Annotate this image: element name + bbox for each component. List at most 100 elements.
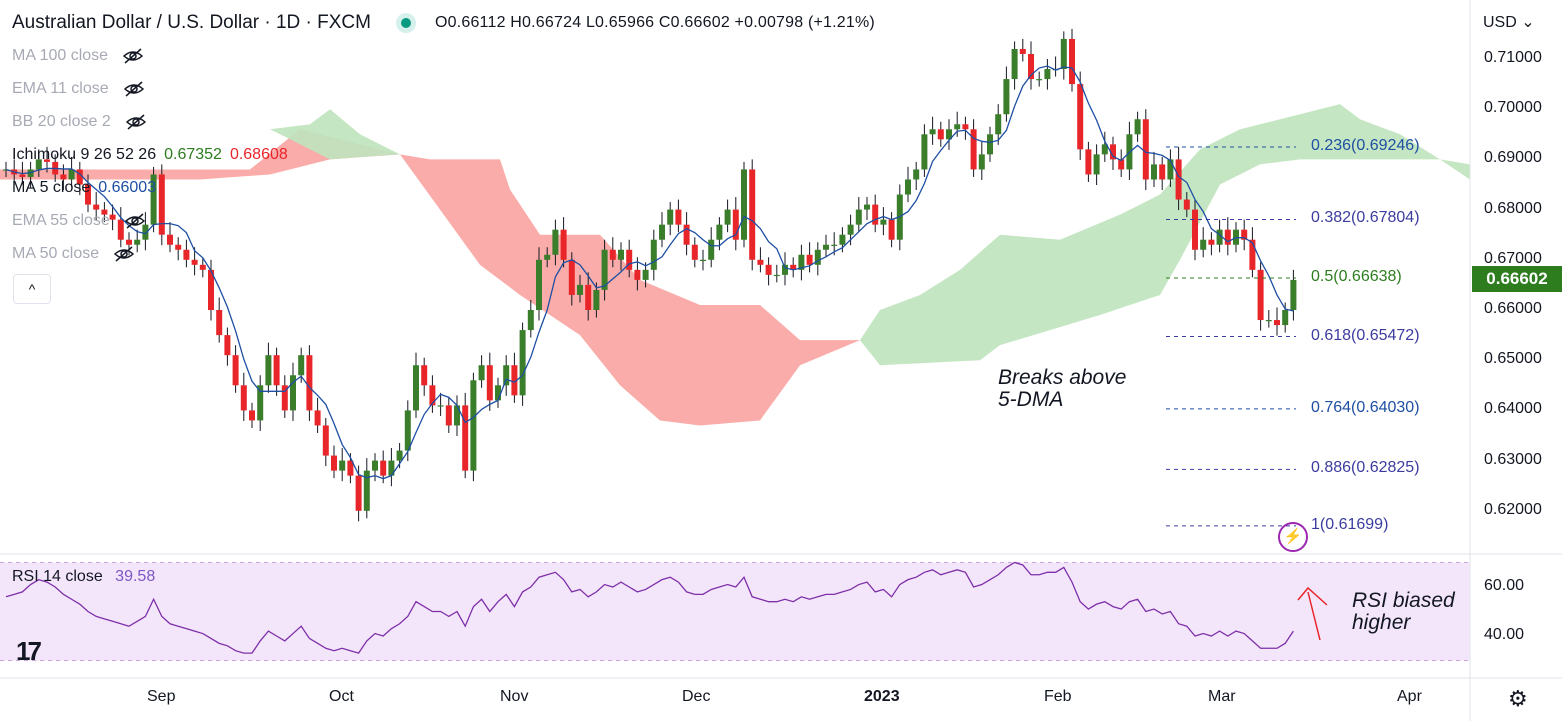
candle xyxy=(216,310,223,336)
rsi-arrow xyxy=(1297,586,1328,641)
candle xyxy=(995,114,1002,135)
rsi-legend[interactable]: RSI 14 close 39.58 xyxy=(12,568,156,585)
candle xyxy=(675,209,682,225)
candle xyxy=(1101,144,1108,155)
candle xyxy=(298,355,305,376)
candle xyxy=(101,209,108,215)
candle xyxy=(249,410,255,421)
arrow-shaft xyxy=(1307,591,1321,641)
ma5-line xyxy=(5,65,1294,480)
time-tick-label: 2023 xyxy=(864,688,900,705)
candle xyxy=(1118,159,1125,170)
legend-bb20[interactable]: BB 20 close 2 xyxy=(12,113,147,131)
eye-hidden-icon[interactable] xyxy=(123,81,145,97)
candle xyxy=(1265,320,1272,322)
annotation-breaks: Breaks above 5-DMA xyxy=(998,366,1127,411)
candle xyxy=(404,410,411,451)
candle xyxy=(700,259,706,261)
chevron-down-icon: ⌄ xyxy=(1521,14,1535,31)
candle xyxy=(60,174,67,180)
candle xyxy=(396,450,403,461)
candle xyxy=(347,460,354,476)
time-tick-label: Mar xyxy=(1208,688,1236,705)
time-tick-label: Sep xyxy=(147,688,176,705)
candle xyxy=(19,174,26,177)
rsi-background xyxy=(0,562,1470,661)
candle xyxy=(921,134,928,170)
candle xyxy=(741,169,747,240)
candle xyxy=(708,239,715,260)
rsi-value: 39.58 xyxy=(115,568,156,585)
chart-header: Australian Dollar / U.S. Dollar · 1D · F… xyxy=(12,12,875,34)
legend-ma5[interactable]: MA 5 close 0.66003 xyxy=(12,179,157,196)
legend-ema55[interactable]: EMA 55 close xyxy=(12,212,146,230)
candle xyxy=(1044,69,1051,80)
currency-selector[interactable]: USD ⌄ xyxy=(1483,14,1535,31)
candle xyxy=(240,385,247,411)
candle xyxy=(814,249,821,265)
cloud-bullish xyxy=(860,104,1470,366)
eye-hidden-icon[interactable] xyxy=(113,246,135,262)
candle xyxy=(1216,229,1223,245)
candle xyxy=(1167,159,1174,180)
rsi-tick-label: 60.00 xyxy=(1484,577,1525,594)
candle xyxy=(281,385,288,411)
ma5-value: 0.66003 xyxy=(98,179,157,196)
candle xyxy=(872,204,879,225)
price-tick-label: 0.65000 xyxy=(1484,350,1542,368)
annotation-rsi: RSI biased higher xyxy=(1352,589,1455,634)
legend-ma100[interactable]: MA 100 close xyxy=(12,47,144,65)
candle xyxy=(1282,310,1289,326)
time-tick-label: Apr xyxy=(1397,688,1422,705)
price-tick-label: 0.71000 xyxy=(1484,49,1542,66)
candle xyxy=(199,264,206,270)
eye-hidden-icon[interactable] xyxy=(124,213,146,229)
candle xyxy=(954,124,961,130)
collapse-legend-button[interactable]: ^ xyxy=(13,274,51,304)
candle xyxy=(683,224,690,245)
candle xyxy=(618,249,624,260)
candle xyxy=(568,259,575,295)
legend-ema11[interactable]: EMA 11 close xyxy=(12,80,145,98)
candle xyxy=(724,209,731,225)
candle xyxy=(265,355,272,386)
gear-icon[interactable]: ⚙ xyxy=(1508,686,1528,711)
time-tick-label: Dec xyxy=(682,688,711,705)
legend-ichimoku[interactable]: Ichimoku 9 26 52 26 0.67352 0.68608 xyxy=(12,146,288,163)
candle xyxy=(937,129,944,140)
candle xyxy=(273,355,280,386)
candle xyxy=(142,224,149,240)
candle xyxy=(1110,144,1116,160)
eye-hidden-icon[interactable] xyxy=(122,48,144,64)
candle xyxy=(1290,279,1297,310)
candle xyxy=(765,264,772,275)
candle xyxy=(527,310,534,331)
candle xyxy=(224,335,231,356)
candle xyxy=(732,209,739,240)
candle xyxy=(306,355,313,411)
rsi-tick-label: 40.00 xyxy=(1484,626,1525,643)
candle xyxy=(1151,164,1157,180)
candle xyxy=(257,385,264,421)
candle xyxy=(1200,239,1207,250)
candle xyxy=(823,244,829,250)
candle xyxy=(1208,239,1215,245)
eye-hidden-icon[interactable] xyxy=(125,114,147,130)
candle xyxy=(68,169,75,180)
flash-icon[interactable]: ⚡ xyxy=(1278,522,1308,552)
candle xyxy=(167,234,173,245)
candle xyxy=(1183,199,1190,210)
legend-ma50[interactable]: MA 50 close xyxy=(12,245,135,263)
candle xyxy=(495,385,501,401)
fib-label: 1(0.61699) xyxy=(1311,515,1389,533)
candle xyxy=(478,365,485,381)
candle xyxy=(839,234,846,245)
candle xyxy=(355,475,362,511)
time-tick-label: Feb xyxy=(1044,688,1072,705)
candle xyxy=(511,365,518,396)
time-tick-label: Oct xyxy=(329,688,354,705)
candle xyxy=(232,355,239,386)
symbol-title[interactable]: Australian Dollar / U.S. Dollar · 1D · F… xyxy=(12,12,371,33)
